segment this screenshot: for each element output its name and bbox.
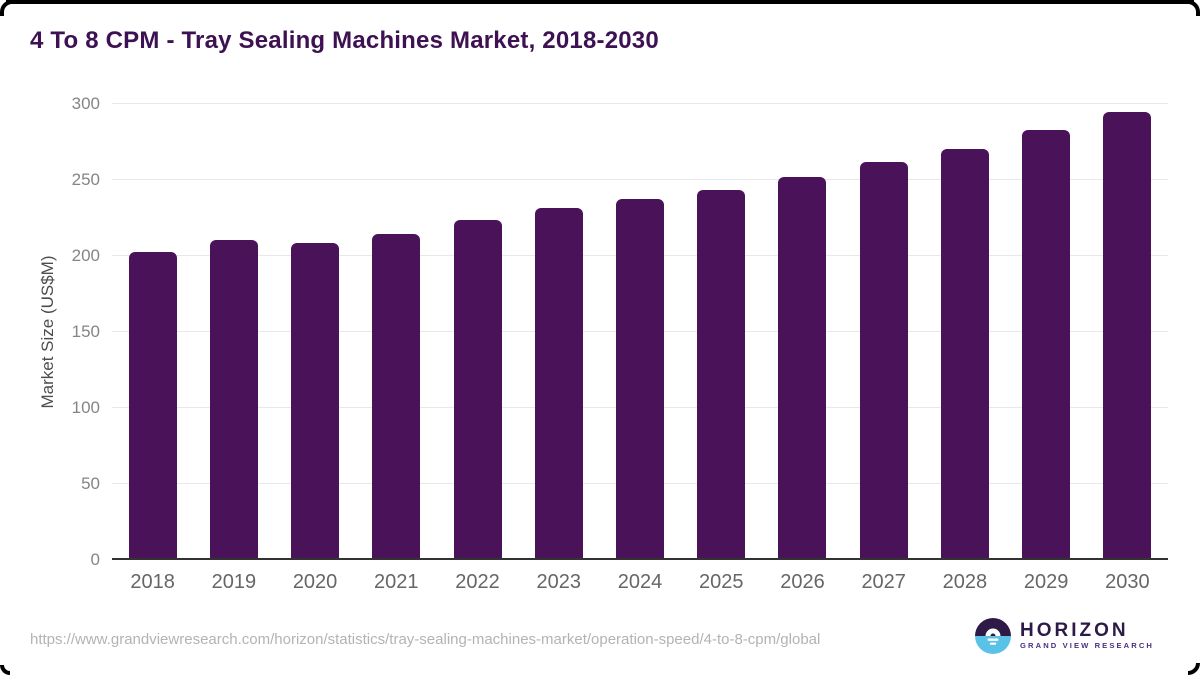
bar-2030[interactable] xyxy=(1103,112,1152,559)
gridline xyxy=(112,179,1168,180)
bar-2020[interactable] xyxy=(291,242,340,559)
y-tick-label: 0 xyxy=(90,550,100,569)
x-tick-label: 2025 xyxy=(698,571,744,593)
x-tick-label: 2021 xyxy=(374,571,419,593)
x-tick-label: 2018 xyxy=(130,571,175,593)
y-tick-label: 50 xyxy=(81,474,100,493)
horizon-logo-icon xyxy=(975,618,1012,654)
x-tick-label: 2020 xyxy=(292,571,338,593)
bar-2025[interactable] xyxy=(697,189,746,559)
logo-subtitle: GRAND VIEW RESEARCH xyxy=(1020,641,1154,650)
x-tick-label: 2026 xyxy=(780,571,825,593)
x-tick-label: 2024 xyxy=(617,571,663,593)
x-tick-label: 2027 xyxy=(861,571,906,593)
y-tick-label: 150 xyxy=(71,322,100,341)
y-tick-label: 250 xyxy=(71,170,100,189)
horizon-logo[interactable]: HORIZON GRAND VIEW RESEARCH xyxy=(975,618,1154,654)
frame-corner-top-right xyxy=(1184,0,1200,16)
bar-2018[interactable] xyxy=(128,251,177,559)
x-tick-label: 2019 xyxy=(211,571,257,593)
x-tick-label: 2028 xyxy=(942,571,988,593)
y-tick-label: 200 xyxy=(71,246,100,265)
bar-2024[interactable] xyxy=(616,198,664,559)
bar-2026[interactable] xyxy=(778,177,827,559)
gridline xyxy=(112,103,1168,104)
bar-2029[interactable] xyxy=(1022,130,1071,559)
frame-corner-bottom-right xyxy=(1188,663,1200,675)
page-title: 4 To 8 CPM - Tray Sealing Machines Marke… xyxy=(30,27,659,54)
frame-corner-bottom-left xyxy=(0,665,10,675)
bar-2028[interactable] xyxy=(940,148,989,559)
y-tick-label: 100 xyxy=(71,398,100,417)
source-url: https://www.grandviewresearch.com/horizo… xyxy=(30,631,821,648)
bar-2021[interactable] xyxy=(372,233,421,559)
x-tick-label: 2030 xyxy=(1105,571,1150,593)
x-tick-label: 2023 xyxy=(536,571,582,593)
bar-2022[interactable] xyxy=(453,220,502,559)
bar-2023[interactable] xyxy=(534,207,583,559)
bar-2019[interactable] xyxy=(209,239,258,559)
x-tick-label: 2022 xyxy=(455,571,500,593)
logo-title: HORIZON xyxy=(1020,620,1129,641)
x-tick-label: 2029 xyxy=(1023,571,1069,593)
frame-corner-top-left xyxy=(0,0,16,16)
y-tick-label: 300 xyxy=(71,94,100,113)
x-axis-line xyxy=(112,558,1168,560)
frame-top-border xyxy=(6,0,1194,4)
bar-2027[interactable] xyxy=(859,162,908,559)
